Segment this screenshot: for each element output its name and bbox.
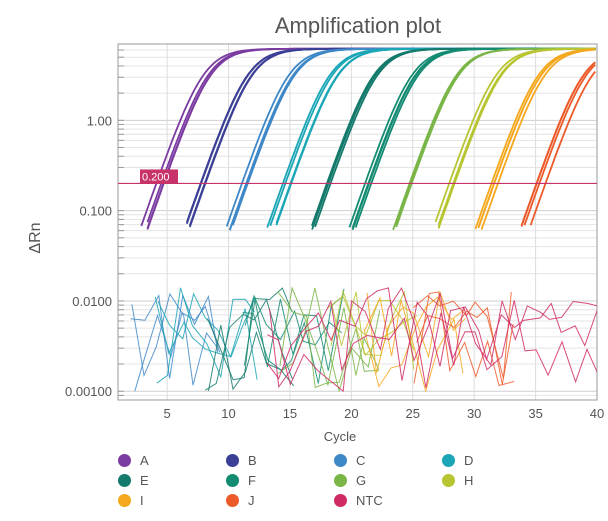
legend-swatch (334, 474, 347, 487)
x-tick-label: 35 (528, 406, 542, 421)
legend-item: J (226, 493, 255, 508)
amplification-curves (140, 47, 596, 231)
x-axis-ticks: 5 10 15 20 25 30 35 40 (164, 406, 605, 421)
y-tick-label: 1.00 (87, 113, 112, 128)
noise-trace (208, 325, 295, 391)
curve-i (477, 48, 596, 228)
legend-swatch (118, 474, 131, 487)
legend-swatch (118, 454, 131, 467)
legend-label: NTC (356, 493, 383, 508)
legend-label: C (356, 453, 366, 468)
legend-item: A (118, 453, 149, 468)
noise-trace (154, 296, 256, 358)
noise-trace (330, 289, 418, 357)
noise-trace (413, 291, 515, 387)
legend-label: E (140, 473, 149, 488)
noise-trace (326, 295, 415, 351)
legend-item: H (442, 473, 473, 488)
x-tick-label: 30 (467, 406, 481, 421)
legend-item: G (334, 473, 366, 488)
x-tick-label: 15 (283, 406, 297, 421)
noise-trace (266, 287, 597, 381)
legend-item: E (118, 473, 149, 488)
noise-trace (267, 286, 597, 393)
legend-swatch (334, 454, 347, 467)
curve-j (520, 61, 596, 227)
legend-swatch (226, 494, 239, 507)
noise-trace (244, 294, 342, 346)
threshold-label: 0.200 (142, 171, 170, 183)
legend-label: A (140, 453, 149, 468)
curve-j (523, 64, 596, 226)
curve-e (311, 47, 595, 227)
curve-h (437, 47, 596, 226)
x-tick-label: 25 (406, 406, 420, 421)
legend-label: H (464, 473, 474, 488)
legend-label: F (248, 473, 256, 488)
curve-h (437, 47, 596, 229)
legend-label: J (248, 493, 255, 508)
threshold-label-box (140, 169, 178, 184)
noise-traces (130, 286, 597, 393)
curve-a (146, 47, 596, 223)
x-tick-label: 40 (590, 406, 604, 421)
curve-h (437, 47, 596, 228)
legend-swatch (442, 454, 455, 467)
y-tick-label: 0.0100 (72, 294, 112, 309)
noise-trace (331, 290, 415, 370)
legend-swatch (226, 454, 239, 467)
legend-label: B (248, 453, 257, 468)
legend-item: NTC (334, 493, 383, 508)
curve-j (529, 71, 596, 226)
curve-a (146, 47, 596, 230)
curve-e (311, 47, 595, 226)
noise-trace (364, 296, 464, 393)
curve-a (146, 47, 596, 229)
y-axis-label: ΔRn (27, 222, 44, 253)
legend-label: I (140, 493, 144, 508)
curve-d (269, 47, 596, 227)
x-tick-label: 10 (221, 406, 235, 421)
legend-item: C (334, 453, 365, 468)
curve-f (354, 47, 596, 228)
curve-d (266, 47, 596, 228)
legend-swatch (226, 474, 239, 487)
noise-trace (156, 287, 255, 384)
legend-swatch (334, 494, 347, 507)
plot-frame (117, 43, 598, 401)
legend-swatch (442, 474, 455, 487)
chart-title: Amplification plot (275, 13, 441, 38)
y-axis-ticks: 1.00 0.100 0.0100 0.00100 (65, 113, 112, 399)
y-tick-label: 0.100 (79, 204, 112, 219)
legend-item: F (226, 473, 256, 488)
noise-trace (131, 292, 218, 386)
noise-trace (130, 293, 219, 379)
y-tick-label: 0.00100 (65, 384, 112, 399)
legend-item: I (118, 493, 144, 508)
noise-trace (269, 291, 597, 389)
legend-item: B (226, 453, 257, 468)
legend-label: D (464, 453, 474, 468)
noise-trace (363, 296, 466, 388)
x-tick-label: 5 (164, 406, 171, 421)
noise-trace (279, 286, 380, 387)
x-tick-label: 20 (344, 406, 358, 421)
legend-label: G (356, 473, 367, 488)
legend-swatch (118, 494, 131, 507)
amplification-chart: Amplification plot 0.200 5 10 15 20 25 30 35 40… (27, 13, 605, 444)
curve-g (392, 47, 596, 231)
legend-item: D (442, 453, 473, 468)
x-axis-label: Cycle (324, 429, 357, 444)
